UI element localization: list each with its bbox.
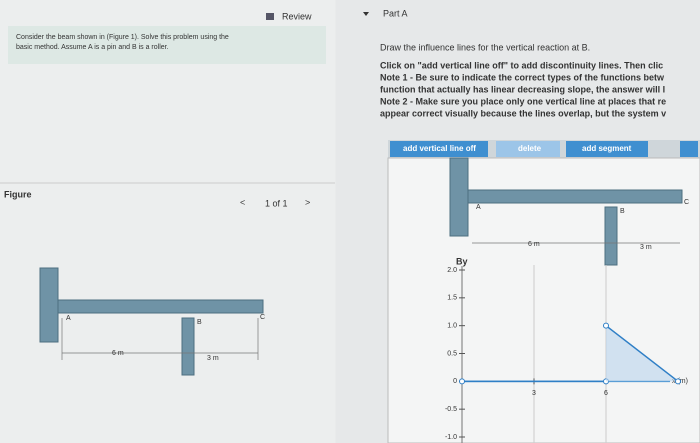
figure-heading: Figure xyxy=(4,189,32,199)
instruction: appear correct visually because the line… xyxy=(380,108,666,118)
reset-button[interactable] xyxy=(680,141,698,157)
left-panel xyxy=(0,0,335,443)
delete-button-label[interactable]: delete xyxy=(518,144,542,153)
label-a: A xyxy=(476,204,481,211)
segment-point xyxy=(459,378,465,385)
pager: 1 of 1 xyxy=(265,198,288,208)
collapse-icon[interactable] xyxy=(363,12,369,16)
label-b: B xyxy=(620,208,625,215)
problem-line: Consider the beam shown in (Figure 1). S… xyxy=(16,34,229,41)
y-tick-label: -1.0 xyxy=(445,434,457,441)
instruction: Note 2 - Make sure you place only one ve… xyxy=(380,96,666,106)
prev-button[interactable]: < xyxy=(240,197,245,207)
y-tick-label: -0.5 xyxy=(445,406,457,413)
y-tick-label: 1.0 xyxy=(447,323,457,330)
y-tick-label: 2.0 xyxy=(447,267,457,274)
label-c: C xyxy=(260,314,265,321)
label-c: C xyxy=(684,199,689,206)
review-link[interactable]: Review xyxy=(282,11,312,21)
vertical-button[interactable] xyxy=(390,141,488,157)
vertical-button-label[interactable]: add vertical line off xyxy=(403,144,476,153)
beam-figure xyxy=(39,267,264,376)
label-b: B xyxy=(197,319,202,326)
segment-point xyxy=(675,378,681,385)
part-title: Part A xyxy=(383,8,408,18)
instruction: Note 1 - Be sure to indicate the correct… xyxy=(380,72,665,82)
problem-line: basic method. Assume A is a pin and B is… xyxy=(16,44,169,51)
graph-area xyxy=(387,157,700,443)
plot: 2.0 1.5 1.0 0.5 0 -0.5 -1.0 3 6 xyxy=(445,265,681,443)
span-1: 6 m xyxy=(528,241,540,248)
delete-button[interactable] xyxy=(496,141,560,157)
span-1: 6 m xyxy=(112,350,124,357)
next-button[interactable]: > xyxy=(305,197,310,207)
review-icon xyxy=(266,13,274,20)
segment-button[interactable] xyxy=(566,141,648,157)
span-2: 3 m xyxy=(207,355,219,362)
instruction: function that actually has linear decrea… xyxy=(380,84,665,94)
span-2: 3 m xyxy=(640,244,652,251)
segment-point xyxy=(603,322,609,329)
y-tick-label: 0.5 xyxy=(447,350,457,357)
beam-figure-2 xyxy=(449,157,683,266)
y-tick-label: 1.5 xyxy=(447,295,457,302)
label-a: A xyxy=(66,315,71,322)
instruction: Click on "add vertical line off" to add … xyxy=(380,60,663,70)
y-tick-label: 0 xyxy=(453,378,457,385)
segment xyxy=(605,325,679,382)
segment-button-label[interactable]: add segment xyxy=(582,144,632,153)
problem-box xyxy=(8,26,326,64)
x-tick-label: 3 xyxy=(532,390,536,397)
prompt: Draw the influence lines for the vertica… xyxy=(380,42,590,52)
y-axis-label: By xyxy=(456,256,468,266)
x-tick-label: 6 xyxy=(604,390,608,397)
